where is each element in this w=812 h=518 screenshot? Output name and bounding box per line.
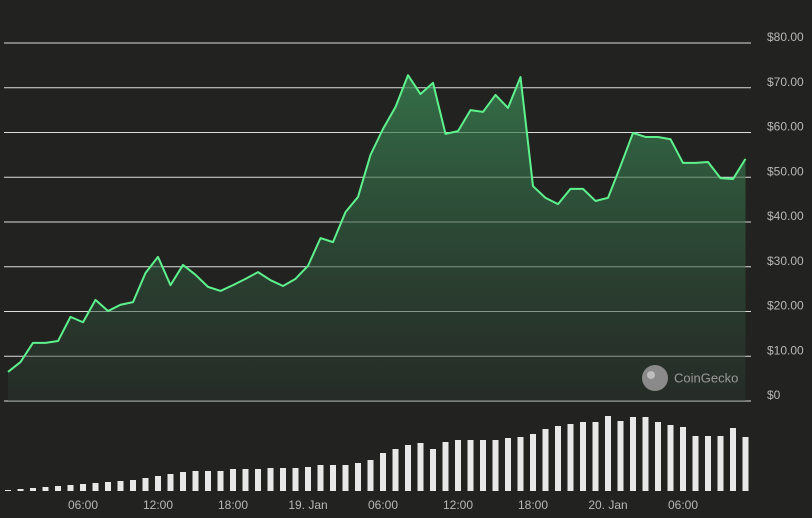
x-tick-label: 06:00	[368, 498, 398, 512]
volume-bar	[692, 436, 699, 491]
volume-bar	[217, 471, 224, 491]
volume-bar	[467, 440, 474, 491]
volume-bar	[480, 440, 486, 491]
volume-bar	[55, 486, 61, 491]
volume-bar	[505, 438, 511, 491]
volume-bar	[442, 442, 449, 491]
volume-bar	[667, 425, 674, 491]
volume-bar	[267, 468, 274, 491]
x-tick-label: 06:00	[668, 498, 698, 512]
volume-bar	[742, 437, 749, 491]
x-tick-label: 12:00	[143, 498, 173, 512]
y-tick-label: $70.00	[767, 75, 804, 89]
volume-bar	[255, 469, 261, 491]
volume-bar	[130, 480, 136, 491]
volume-bar	[180, 472, 186, 491]
volume-bar	[555, 426, 561, 491]
volume-bar	[580, 422, 586, 491]
volume-bar	[317, 465, 324, 491]
logo-eye	[647, 371, 655, 379]
volume-bar	[42, 487, 49, 491]
volume-bar	[492, 440, 499, 491]
volume-bar	[355, 463, 361, 491]
volume-bar	[455, 440, 461, 491]
watermark-text: CoinGecko	[674, 370, 738, 385]
volume-bar	[730, 428, 736, 491]
volume-bar	[542, 429, 549, 491]
volume-bar	[367, 460, 374, 491]
x-tick-label: 18:00	[218, 498, 248, 512]
volume-bar	[67, 485, 74, 491]
y-tick-label: $30.00	[767, 254, 804, 268]
volume-bar	[592, 422, 599, 491]
y-tick-label: $50.00	[767, 164, 804, 178]
volume-bar	[5, 490, 11, 491]
y-tick-label: $60.00	[767, 120, 804, 134]
volume-bar	[242, 469, 249, 491]
x-tick-label: 18:00	[518, 498, 548, 512]
volume-bar	[17, 489, 24, 491]
volume-bar	[530, 434, 536, 491]
volume-bar	[105, 482, 111, 491]
volume-bar	[642, 417, 649, 491]
volume-bar	[630, 417, 636, 491]
volume-bar	[80, 484, 86, 491]
volume-bar	[292, 468, 299, 491]
y-tick-label: $40.00	[767, 209, 804, 223]
y-tick-label: $80.00	[767, 30, 804, 44]
x-tick-label: 06:00	[68, 498, 98, 512]
volume-bar	[705, 436, 711, 491]
volume-bar	[192, 471, 199, 491]
volume-bar	[617, 421, 624, 491]
volume-bar	[605, 416, 611, 491]
price-line	[7, 74, 747, 373]
logo	[642, 365, 668, 391]
volume-bar	[205, 471, 211, 491]
volume-bar	[680, 427, 686, 491]
x-tick-label: 19. Jan	[288, 498, 327, 512]
volume-bar	[567, 424, 574, 491]
watermark: CoinGecko	[642, 365, 738, 391]
x-tick-label: 12:00	[443, 498, 473, 512]
x-tick-label: 20. Jan	[588, 498, 627, 512]
volume-bar	[155, 476, 161, 491]
y-tick-label: $0	[767, 388, 781, 402]
volume-bar	[430, 449, 436, 491]
volume-bar	[717, 436, 724, 491]
volume-bar	[380, 453, 386, 491]
volume-bar	[405, 445, 411, 491]
volume-bar	[92, 483, 99, 491]
volume-bar	[517, 437, 524, 491]
volume-bar	[167, 474, 174, 491]
volume-bar	[280, 468, 286, 491]
volume-bar	[142, 478, 149, 491]
volume-bar	[330, 465, 336, 491]
volume-bar	[417, 443, 424, 491]
volume-bar	[117, 481, 124, 491]
volume-bar	[392, 449, 399, 491]
price-area	[8, 75, 746, 401]
volume-bar	[342, 465, 349, 491]
volume-bar	[30, 488, 36, 491]
volume-bar	[655, 422, 661, 491]
y-tick-label: $10.00	[767, 343, 804, 357]
y-tick-label: $20.00	[767, 299, 804, 313]
volume-bar	[305, 467, 311, 491]
volume-bar	[230, 469, 236, 491]
